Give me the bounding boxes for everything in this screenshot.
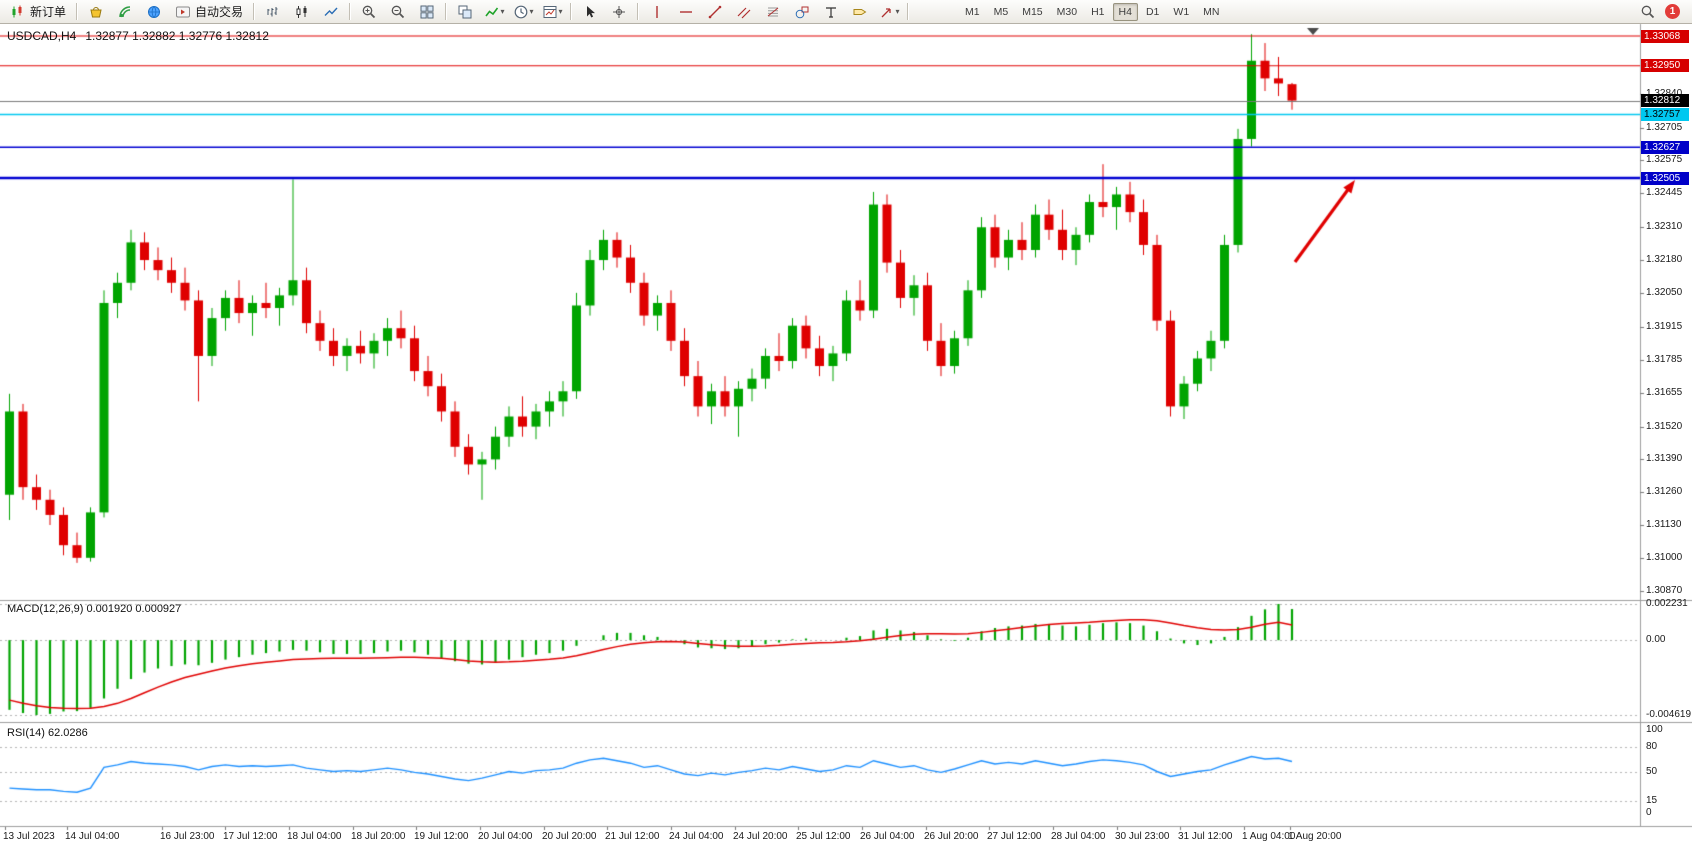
crosshair-button[interactable] bbox=[605, 1, 633, 23]
community-button[interactable] bbox=[140, 1, 168, 23]
cascade-windows-icon bbox=[457, 4, 473, 20]
shapes-icon bbox=[794, 4, 810, 20]
indicators-icon bbox=[484, 4, 500, 20]
bar-chart-button[interactable] bbox=[259, 1, 287, 23]
channel-icon bbox=[736, 4, 752, 20]
periods-button[interactable]: ▾ bbox=[509, 1, 537, 23]
toolbar-separator bbox=[907, 3, 910, 20]
toolbar-separator bbox=[637, 3, 640, 20]
community-icon bbox=[146, 4, 162, 20]
label-icon bbox=[852, 4, 868, 20]
timeframe-toolbar: M1 M5 M15 M30 H1 H4 D1 W1 MN bbox=[959, 2, 1225, 21]
signals-button[interactable] bbox=[111, 1, 139, 23]
cascade-windows-button[interactable] bbox=[451, 1, 479, 23]
timeframe-d1[interactable]: D1 bbox=[1145, 5, 1160, 18]
vertical-line-icon bbox=[649, 4, 665, 20]
timeframe-m15[interactable]: M15 bbox=[1022, 5, 1043, 18]
search-button[interactable] bbox=[1634, 1, 1662, 23]
timeframe-mn[interactable]: MN bbox=[1203, 5, 1220, 18]
auto-trading-button[interactable]: 自动交易 bbox=[169, 1, 249, 23]
line-chart-icon bbox=[323, 4, 339, 20]
vertical-line-button[interactable] bbox=[643, 1, 671, 23]
new-order-label: 新订单 bbox=[30, 5, 67, 19]
text-icon bbox=[823, 4, 839, 20]
timeframe-h1[interactable]: H1 bbox=[1091, 5, 1105, 18]
auto-trading-label: 自动交易 bbox=[195, 5, 244, 19]
notification-count: 1 bbox=[1669, 6, 1676, 17]
fibonacci-button[interactable] bbox=[759, 1, 787, 23]
toolbar-separator bbox=[570, 3, 573, 20]
bar-chart-icon bbox=[265, 4, 281, 20]
trendline-icon bbox=[707, 4, 723, 20]
chevron-down-icon: ▾ bbox=[500, 7, 505, 16]
templates-button[interactable]: ▾ bbox=[538, 1, 566, 23]
toolbar-separator bbox=[349, 3, 352, 20]
zoom-out-button[interactable] bbox=[384, 1, 412, 23]
new-order-icon bbox=[10, 4, 26, 20]
indicators-button[interactable]: ▾ bbox=[480, 1, 508, 23]
channel-button[interactable] bbox=[730, 1, 758, 23]
periods-clock-icon bbox=[513, 4, 529, 20]
arrows-button[interactable]: ▾ bbox=[875, 1, 903, 23]
signals-icon bbox=[117, 4, 133, 20]
horizontal-line-button[interactable] bbox=[672, 1, 700, 23]
horizontal-line-icon bbox=[678, 4, 694, 20]
tile-windows-button[interactable] bbox=[413, 1, 441, 23]
market-button[interactable] bbox=[82, 1, 110, 23]
toolbar-separator bbox=[445, 3, 448, 20]
cursor-button[interactable] bbox=[576, 1, 604, 23]
candlestick-chart-icon bbox=[294, 4, 310, 20]
toolbar-separator bbox=[253, 3, 256, 20]
shapes-button[interactable] bbox=[788, 1, 816, 23]
timeframe-m5[interactable]: M5 bbox=[993, 5, 1009, 18]
notification-badge[interactable]: 1 bbox=[1665, 4, 1680, 19]
fibonacci-icon bbox=[765, 4, 781, 20]
templates-icon bbox=[542, 4, 558, 20]
text-button[interactable] bbox=[817, 1, 845, 23]
zoom-in-button[interactable] bbox=[355, 1, 383, 23]
market-icon bbox=[88, 4, 104, 20]
search-icon bbox=[1640, 4, 1656, 20]
line-chart-button[interactable] bbox=[317, 1, 345, 23]
cursor-icon bbox=[582, 4, 598, 20]
timeframe-m1[interactable]: M1 bbox=[965, 5, 980, 18]
timeframe-m30[interactable]: M30 bbox=[1056, 5, 1078, 18]
crosshair-icon bbox=[611, 4, 627, 20]
trendline-button[interactable] bbox=[701, 1, 729, 23]
chevron-down-icon: ▾ bbox=[895, 7, 900, 16]
label-button[interactable] bbox=[846, 1, 874, 23]
tile-windows-icon bbox=[419, 4, 435, 20]
chevron-down-icon: ▾ bbox=[558, 7, 563, 16]
chevron-down-icon: ▾ bbox=[529, 7, 534, 16]
main-toolbar: 新订单 自动交易 ▾ ▾ ▾ ▾ bbox=[0, 0, 1692, 24]
timeframe-h4[interactable]: H4 bbox=[1112, 2, 1138, 21]
toolbar-separator bbox=[76, 3, 79, 20]
zoom-in-icon bbox=[361, 4, 377, 20]
timeframe-w1[interactable]: W1 bbox=[1173, 5, 1190, 18]
arrows-icon bbox=[879, 4, 895, 20]
auto-trading-icon bbox=[175, 4, 191, 20]
candlestick-chart-button[interactable] bbox=[288, 1, 316, 23]
new-order-button[interactable]: 新订单 bbox=[4, 1, 72, 23]
zoom-out-icon bbox=[390, 4, 406, 20]
